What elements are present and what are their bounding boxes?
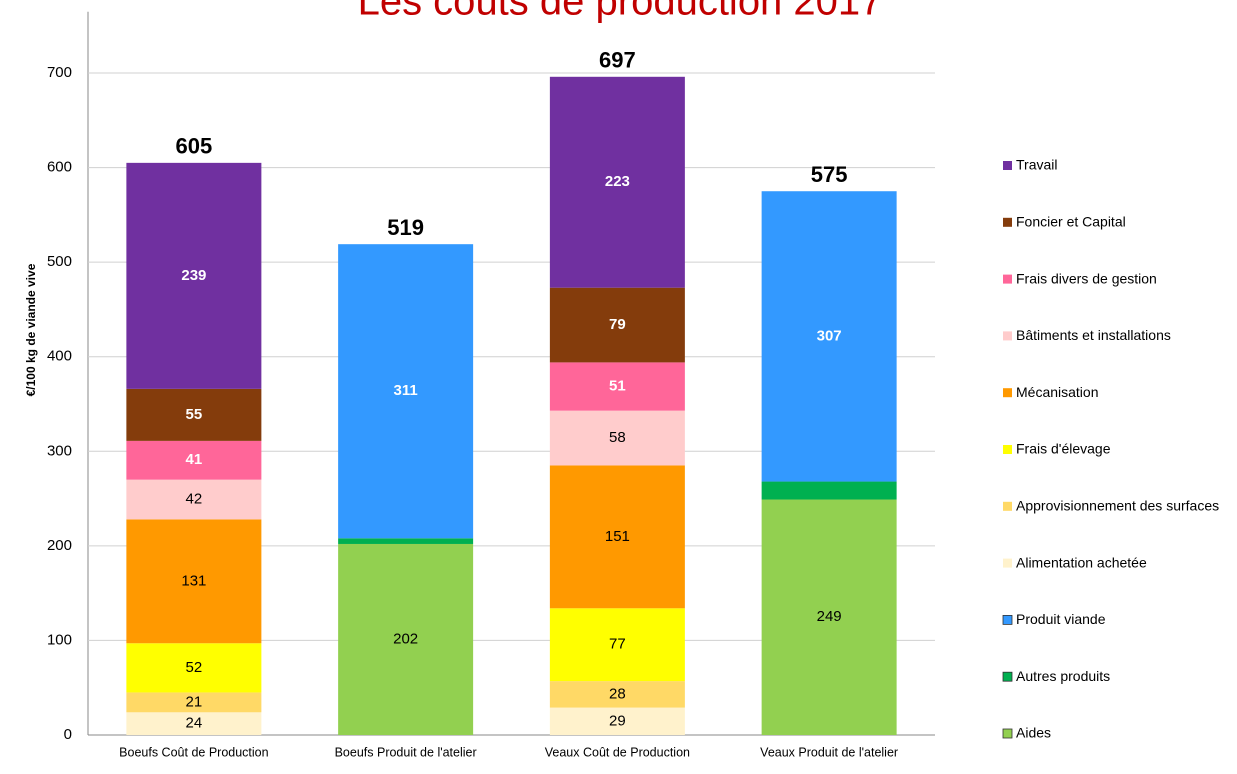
bar-segment (338, 244, 474, 539)
data-label: 55 (186, 406, 203, 423)
data-label: 239 (181, 267, 206, 284)
data-label: 249 (817, 608, 842, 625)
y-tick-label: 0 (64, 726, 72, 743)
y-tick-label: 400 (47, 348, 72, 365)
data-label: 307 (817, 327, 842, 344)
bar-segment (761, 481, 897, 500)
bar-segment (549, 465, 685, 609)
y-tick-label: 200 (47, 537, 72, 554)
data-label: 151 (605, 528, 630, 545)
bar-segment (549, 410, 685, 466)
data-label: 24 (186, 715, 203, 732)
legend-label: Bâtiments et installations (1016, 327, 1171, 343)
legend-swatch (1003, 445, 1012, 454)
bar-segment (549, 287, 685, 363)
legend-label: Autres produits (1016, 668, 1110, 684)
legend-label: Produit viande (1016, 611, 1106, 627)
data-label: 52 (186, 659, 203, 676)
data-label: 42 (186, 490, 203, 507)
data-label: 131 (181, 572, 206, 589)
bar-segment (126, 440, 262, 480)
data-label: 28 (609, 685, 626, 702)
total-label: 575 (811, 162, 848, 187)
bar-segment (549, 707, 685, 735)
legend-swatch (1003, 388, 1012, 398)
x-tick-label: Veaux Produit de l'atelier (760, 745, 898, 759)
data-label: 77 (609, 636, 626, 653)
bar-segment (549, 681, 685, 708)
bar-segment (126, 712, 262, 735)
data-label: 51 (609, 377, 626, 394)
legend-swatch (1002, 671, 1013, 682)
bar-segment (126, 479, 262, 520)
x-tick-label: Veaux Coût de Production (545, 745, 690, 759)
bar-segment (126, 162, 262, 389)
legend-label: Mécanisation (1016, 384, 1099, 400)
chart-title: Les coûts de production 2017 (358, 0, 883, 24)
data-label: 202 (393, 630, 418, 647)
legend-label: Foncier et Capital (1016, 214, 1126, 230)
legend-swatch (1002, 728, 1013, 739)
bar-segment (338, 543, 474, 735)
y-tick-label: 600 (47, 159, 72, 176)
bar-segment (549, 76, 685, 288)
legend-swatch (1003, 274, 1012, 284)
bar-segment (126, 519, 262, 644)
legend-swatch (1003, 331, 1012, 341)
total-label: 519 (387, 215, 424, 240)
total-label: 605 (176, 134, 213, 159)
legend-swatch (1002, 615, 1013, 625)
legend-swatch (1003, 217, 1012, 227)
data-label: 21 (186, 693, 203, 710)
bar-segment (761, 499, 897, 735)
legend-swatch (1003, 501, 1012, 511)
legend-label: Approvisionnement des surfaces (1016, 498, 1219, 514)
legend-swatch (1003, 558, 1012, 568)
x-tick-label: Boeufs Produit de l'atelier (335, 745, 477, 759)
y-tick-label: 700 (47, 64, 72, 81)
legend-label: Frais d'élevage (1016, 441, 1111, 457)
data-label: 223 (605, 173, 630, 190)
legend-label: Frais divers de gestion (1016, 270, 1157, 286)
y-tick-label: 500 (47, 253, 72, 270)
bar-segment (126, 692, 262, 713)
legend-label: Travail (1016, 157, 1058, 173)
bar-segment (338, 538, 474, 544)
bar-segment (126, 643, 262, 693)
x-tick-label: Boeufs Coût de Production (119, 745, 268, 759)
legend-swatch (1003, 161, 1012, 170)
data-label: 58 (609, 429, 626, 446)
data-label: 29 (609, 712, 626, 729)
legend-label: Aides (1016, 725, 1051, 741)
legend-label: Alimentation achetée (1016, 554, 1147, 570)
bar-segment (126, 388, 262, 441)
data-label: 41 (186, 451, 203, 468)
bar-segment (549, 608, 685, 682)
y-axis-label: €/100 kg de viande vive (24, 263, 38, 396)
bar-segment (549, 362, 685, 411)
data-label: 311 (394, 382, 418, 399)
bar-segment (761, 191, 897, 482)
y-tick-label: 300 (47, 442, 72, 459)
data-label: 79 (609, 316, 626, 333)
y-tick-label: 100 (47, 631, 72, 648)
total-label: 697 (599, 48, 636, 73)
